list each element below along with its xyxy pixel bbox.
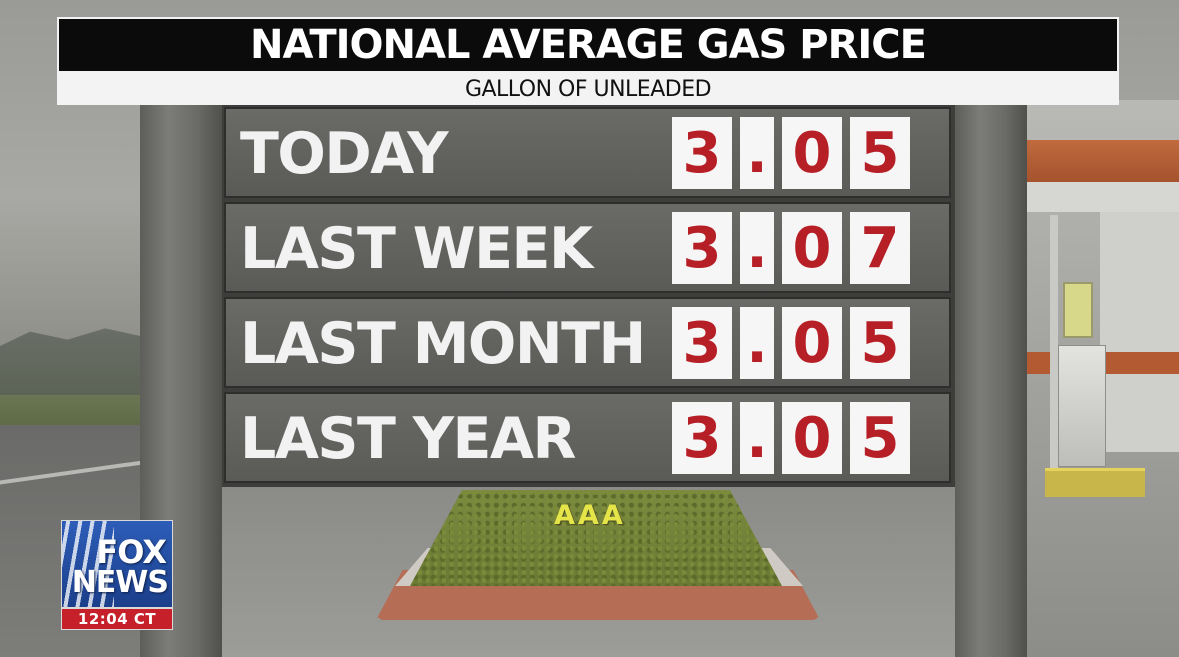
digit-tile: 0 (782, 117, 842, 189)
digit-tile: 0 (782, 402, 842, 474)
price-row-label: LAST YEAR (240, 406, 576, 472)
headline-banner: NATIONAL AVERAGE GAS PRICE GALLON OF UNL… (57, 17, 1119, 105)
gas-station-pole (1050, 215, 1058, 475)
gas-station-canopy-underside (1025, 182, 1179, 212)
digit-tile: 5 (850, 307, 910, 379)
source-label: AAA (554, 500, 626, 531)
price-row-label: TODAY (240, 121, 449, 187)
logo-word-fox: FOX (96, 533, 167, 571)
digit-tile: 5 (850, 402, 910, 474)
broadcast-time: 12:04 CT (61, 608, 173, 630)
fox-news-logo: FOX NEWS (61, 520, 173, 608)
digit-tile: 3 (672, 402, 732, 474)
price-digits: 3 . 0 5 (672, 402, 920, 474)
price-digits: 3 . 0 5 (672, 307, 920, 379)
price-digits: 3 . 0 7 (672, 212, 920, 284)
price-row-last-week: LAST WEEK 3 . 0 7 (224, 202, 951, 293)
gas-station-canopy (1025, 140, 1179, 182)
gas-station-sign (1063, 282, 1093, 338)
digit-tile: 7 (850, 212, 910, 284)
decimal-tile: . (740, 117, 774, 189)
logo-word-news: NEWS (71, 565, 169, 600)
decimal-tile: . (740, 402, 774, 474)
price-row-label: LAST MONTH (240, 311, 646, 377)
network-bug: FOX NEWS 12:04 CT (61, 520, 173, 630)
decimal-tile: . (740, 212, 774, 284)
digit-tile: 0 (782, 212, 842, 284)
price-board: TODAY 3 . 0 5 LAST WEEK 3 . 0 7 LAST MON… (222, 105, 955, 487)
price-row-today: TODAY 3 . 0 5 (224, 107, 951, 198)
background-field (0, 395, 150, 427)
digit-tile: 0 (782, 307, 842, 379)
price-digits: 3 . 0 5 (672, 117, 920, 189)
decimal-tile: . (740, 307, 774, 379)
price-row-label: LAST WEEK (240, 216, 593, 282)
digit-tile: 3 (672, 117, 732, 189)
headline-subtitle-bar: GALLON OF UNLEADED (57, 73, 1119, 105)
gas-station-store (1100, 212, 1179, 452)
logo-searchlight-stripes (62, 521, 114, 607)
background-hills (0, 328, 150, 402)
digit-tile: 3 (672, 212, 732, 284)
price-row-last-year: LAST YEAR 3 . 0 5 (224, 392, 951, 483)
gas-station-curb (1045, 468, 1145, 497)
headline-title: NATIONAL AVERAGE GAS PRICE (250, 22, 927, 68)
gas-pump (1058, 345, 1106, 467)
digit-tile: 3 (672, 307, 732, 379)
price-row-last-month: LAST MONTH 3 . 0 5 (224, 297, 951, 388)
sign-pylon-right (955, 100, 1027, 657)
digit-tile: 5 (850, 117, 910, 189)
headline-title-bar: NATIONAL AVERAGE GAS PRICE (57, 17, 1119, 73)
headline-subtitle: GALLON OF UNLEADED (464, 76, 712, 102)
planter-grass (410, 490, 782, 586)
